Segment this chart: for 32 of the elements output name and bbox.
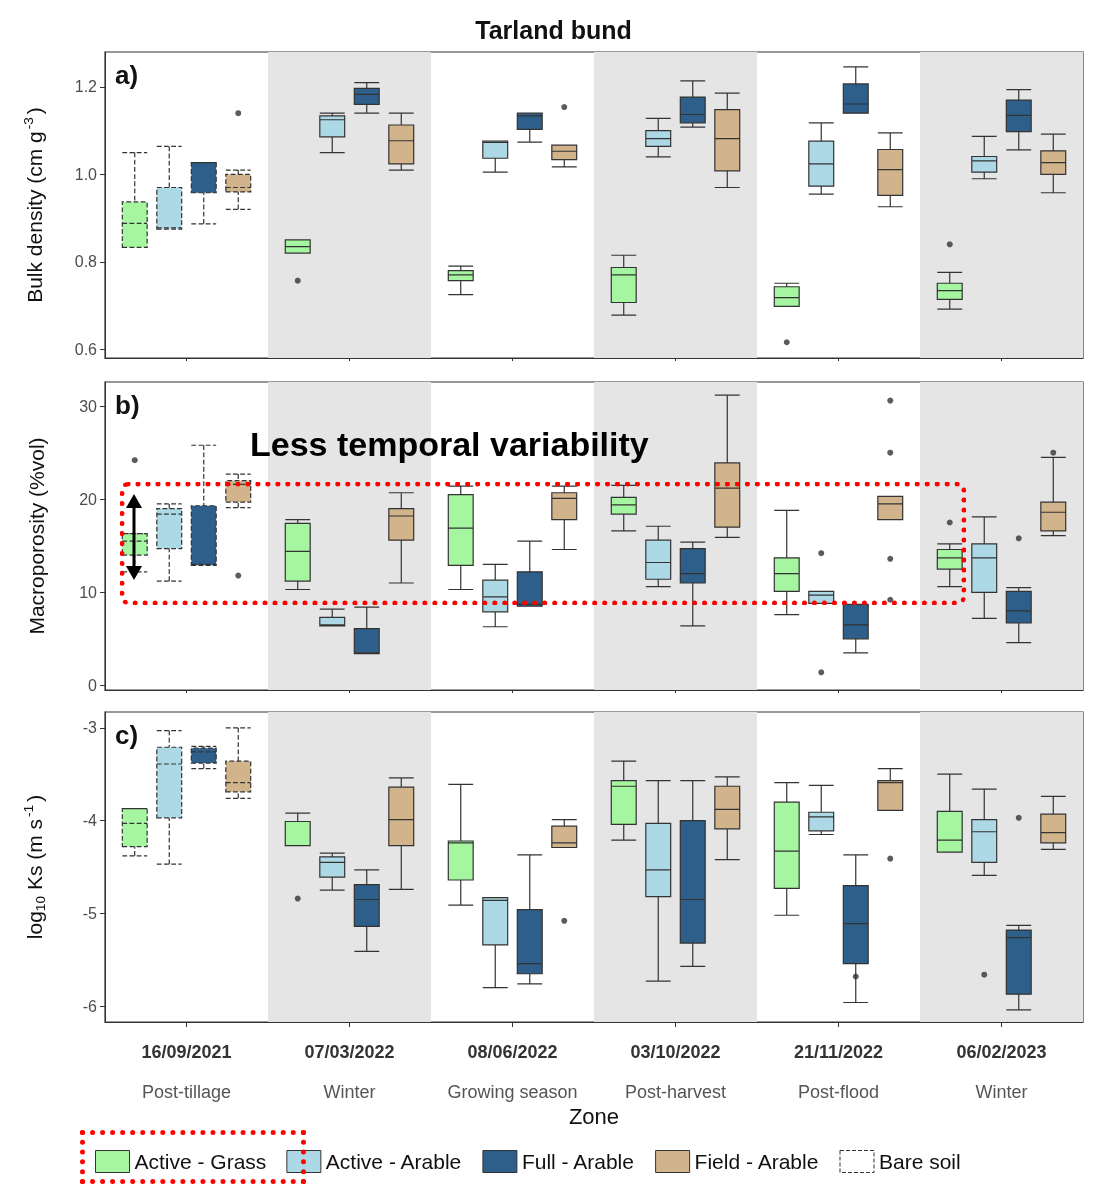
y-axis-title: Bulk density (cm g-3) xyxy=(20,107,46,303)
x-tick-label: 06/02/2023 Winter xyxy=(956,1042,1047,1102)
y-tick-label: -3 xyxy=(82,719,98,737)
y-tick-label: -5 xyxy=(82,904,98,922)
y-tick-label: 20 xyxy=(79,490,98,508)
y-axis-title: Macroporosity (%vol) xyxy=(25,437,48,635)
y-tick-label: -6 xyxy=(82,997,98,1015)
x-tick-label: 21/11/2022 Post-flood xyxy=(793,1042,884,1102)
annotation: Less temporal variability xyxy=(250,425,649,463)
y-tick-label: 0.8 xyxy=(74,253,98,271)
y-tick-label: 30 xyxy=(79,397,98,415)
y-tick-label: 0.6 xyxy=(74,340,98,358)
y-tick-label: -4 xyxy=(82,812,98,830)
annotation: c) xyxy=(115,720,139,750)
annotation: b) xyxy=(115,390,140,420)
y-tick-label: 1.2 xyxy=(74,78,98,96)
legend-label: Bare soil xyxy=(878,1150,961,1173)
y-axis-title: log10 Ks (m s-1) xyxy=(20,794,48,940)
legend-label: Active - Grass xyxy=(134,1150,267,1173)
chart-title: Tarland bund xyxy=(475,15,632,44)
y-tick-label: 10 xyxy=(79,583,98,601)
annotation: a) xyxy=(115,60,139,90)
y-tick-label: 1.0 xyxy=(74,165,98,183)
x-tick-label: 08/06/2022 Growing season xyxy=(447,1042,578,1102)
y-tick-label: 0 xyxy=(88,676,98,694)
legend-label: Field - Arable xyxy=(694,1150,819,1173)
x-axis-title: Zone xyxy=(568,1104,620,1130)
legend-label: Full - Arable xyxy=(521,1150,634,1173)
x-tick-label: 16/09/2021 Post-tillage xyxy=(141,1042,232,1102)
x-tick-label: 03/10/2022 Post-harvest xyxy=(624,1042,727,1102)
x-tick-label: 07/03/2022 Winter xyxy=(304,1042,395,1102)
legend-label: Active - Arable xyxy=(325,1150,462,1173)
